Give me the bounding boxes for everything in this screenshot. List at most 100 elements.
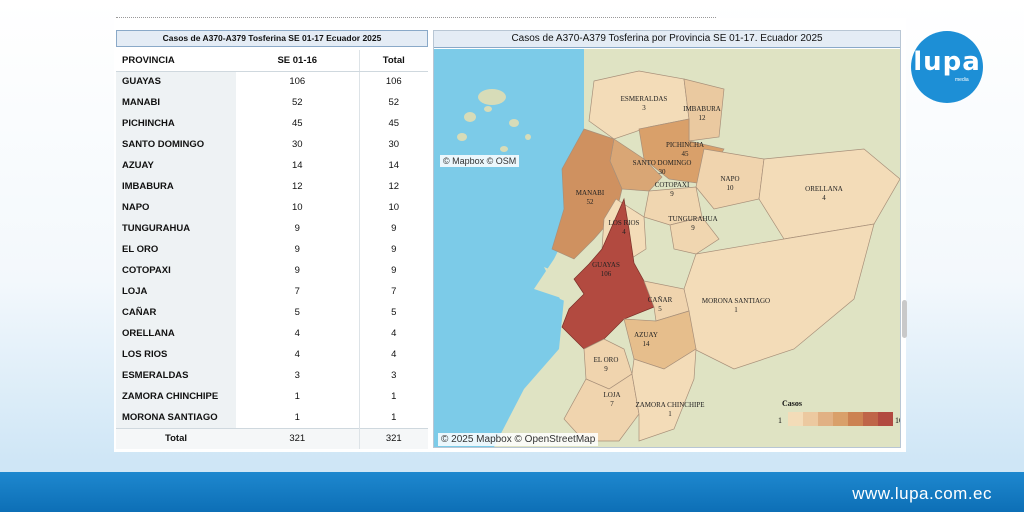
cell-se: 1 bbox=[294, 411, 300, 423]
cell-prov: GUAYAS bbox=[116, 71, 236, 92]
cell-total: 1 bbox=[358, 407, 428, 428]
cell-se: 106 bbox=[289, 76, 306, 88]
cell-total: 106 bbox=[358, 71, 428, 92]
cell-prov: MORONA SANTIAGO bbox=[116, 407, 236, 428]
cell-se: 5 bbox=[294, 307, 300, 318]
province-label-name: AZUAY bbox=[634, 331, 658, 339]
header-se: SE 01-16 bbox=[236, 50, 360, 72]
logo-subtext: media bbox=[955, 77, 969, 83]
cell-se: 12 bbox=[291, 181, 303, 192]
province-label-name: COTOPAXI bbox=[655, 181, 690, 189]
cell-total: 4 bbox=[358, 323, 428, 344]
cell-total: 3 bbox=[358, 365, 428, 386]
footer-url[interactable]: www.lupa.com.ec bbox=[852, 484, 992, 503]
cell-se: 4 bbox=[294, 328, 300, 339]
legend-max: 10 bbox=[895, 416, 900, 425]
table-total-row: Total 321 321 bbox=[116, 427, 428, 449]
scrollbar-thumb[interactable] bbox=[902, 300, 907, 338]
cell-total: 7 bbox=[358, 281, 428, 302]
province-label-value: 4 bbox=[822, 194, 826, 202]
table-row: PICHINCHA 45 45 bbox=[116, 113, 428, 134]
table-row: CAÑAR 5 5 bbox=[116, 302, 428, 323]
cell-se: 9 bbox=[294, 265, 300, 276]
province-label-name: IMBABURA bbox=[683, 105, 721, 113]
table-row: LOS RIOS 4 4 bbox=[116, 344, 428, 365]
province-label-value: 10 bbox=[727, 184, 735, 192]
province-label-value: 106 bbox=[601, 270, 612, 278]
total-cell-total: 321 bbox=[358, 427, 428, 449]
cell-prov: CAÑAR bbox=[116, 302, 236, 323]
cell-prov: NAPO bbox=[116, 197, 236, 218]
cell-prov: ORELLANA bbox=[116, 323, 236, 344]
cell-se: 14 bbox=[291, 160, 303, 171]
table-title: Casos de A370-A379 Tosferina SE 01-17 Ec… bbox=[116, 30, 428, 47]
map-legend: Casos 1 10 bbox=[778, 399, 900, 426]
cell-total: 14 bbox=[358, 155, 428, 176]
cell-total: 30 bbox=[358, 134, 428, 155]
legend-min: 1 bbox=[778, 416, 782, 425]
cell-se: 7 bbox=[294, 286, 300, 297]
cell-se: 4 bbox=[294, 349, 300, 360]
table-header-row: PROVINCIA SE 01-16 Total bbox=[116, 50, 428, 72]
cell-total: 9 bbox=[358, 218, 428, 239]
province-label-name: CAÑAR bbox=[648, 296, 673, 304]
cell-prov: MANABI bbox=[116, 92, 236, 113]
cell-se: 3 bbox=[294, 370, 300, 381]
province-napo[interactable] bbox=[695, 148, 765, 210]
top-divider bbox=[116, 17, 716, 20]
lupa-logo: lupa media bbox=[911, 31, 983, 103]
mapbox-attribution-bottom[interactable]: © 2025 Mapbox © OpenStreetMap bbox=[438, 433, 599, 446]
map-title: Casos de A370-A379 Tosferina por Provinc… bbox=[434, 31, 900, 48]
cell-prov: TUNGURAHUA bbox=[116, 218, 236, 239]
cell-se: 52 bbox=[291, 97, 303, 108]
table-row: NAPO 10 10 bbox=[116, 197, 428, 218]
cell-prov: IMBABURA bbox=[116, 176, 236, 197]
table-row: COTOPAXI 9 9 bbox=[116, 260, 428, 281]
province-label-name: ESMERALDAS bbox=[621, 95, 668, 103]
table-row: AZUAY 14 14 bbox=[116, 155, 428, 176]
cell-se: 45 bbox=[291, 118, 303, 129]
table-row: EL ORO 9 9 bbox=[116, 239, 428, 260]
province-label-value: 4 bbox=[622, 228, 626, 236]
table-row: SANTO DOMINGO 30 30 bbox=[116, 134, 428, 155]
mapbox-attribution-top[interactable]: © Mapbox © OSM bbox=[440, 155, 520, 167]
cell-total: 10 bbox=[358, 197, 428, 218]
cell-prov: EL ORO bbox=[116, 239, 236, 260]
province-label-name: TUNGURAHUA bbox=[668, 215, 717, 223]
cell-total: 1 bbox=[358, 386, 428, 407]
province-guayas[interactable] bbox=[561, 197, 655, 350]
table-row: MORONA SANTIAGO 1 1 bbox=[116, 407, 428, 428]
map-container[interactable]: Casos de A370-A379 Tosferina por Provinc… bbox=[433, 30, 901, 448]
table-row: ESMERALDAS 3 3 bbox=[116, 365, 428, 386]
cell-se: 9 bbox=[294, 244, 300, 255]
cell-se: 9 bbox=[294, 223, 300, 234]
cell-total: 12 bbox=[358, 176, 428, 197]
header-provincia: PROVINCIA bbox=[116, 50, 236, 72]
province-label-name: GUAYAS bbox=[592, 261, 620, 269]
total-cell-se: 321 bbox=[236, 427, 360, 449]
province-label-value: 5 bbox=[658, 305, 662, 313]
cell-total: 9 bbox=[358, 239, 428, 260]
province-label-value: 45 bbox=[682, 150, 690, 158]
province-tungurahua[interactable] bbox=[669, 216, 720, 255]
province-loja[interactable] bbox=[563, 373, 640, 442]
province-label-name: LOS RIOS bbox=[609, 219, 640, 227]
cell-se: 1 bbox=[294, 391, 300, 402]
province-label-name: LOJA bbox=[603, 391, 620, 399]
cell-total: 45 bbox=[358, 113, 428, 134]
province-zamora-chinchipe[interactable] bbox=[631, 348, 697, 442]
province-imbabura[interactable] bbox=[683, 78, 725, 142]
logo-text: lupa bbox=[913, 47, 981, 77]
table-row: MANABI 52 52 bbox=[116, 92, 428, 113]
province-label-name: ORELLANA bbox=[805, 185, 843, 193]
province-label-value: 52 bbox=[587, 198, 595, 206]
province-label-value: 9 bbox=[604, 365, 608, 373]
province-label-name: PICHINCHA bbox=[666, 141, 704, 149]
cell-prov: LOS RIOS bbox=[116, 344, 236, 365]
cell-total: 5 bbox=[358, 302, 428, 323]
cell-total: 9 bbox=[358, 260, 428, 281]
province-label-name: NAPO bbox=[720, 175, 739, 183]
cell-prov: SANTO DOMINGO bbox=[116, 134, 236, 155]
